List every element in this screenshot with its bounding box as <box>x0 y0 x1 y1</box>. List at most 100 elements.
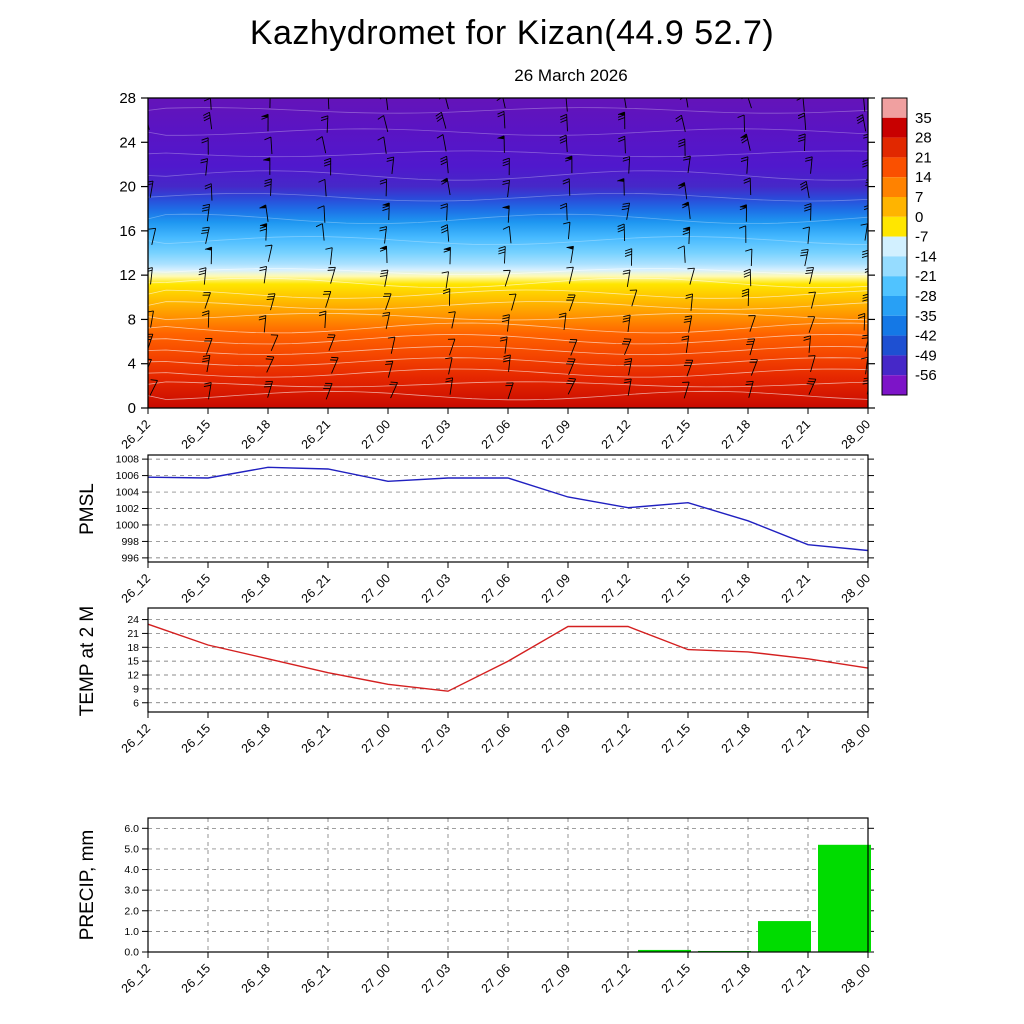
pmsl-line <box>147 466 869 552</box>
svg-text:27_21: 27_21 <box>779 417 814 452</box>
svg-text:2.0: 2.0 <box>124 905 139 917</box>
svg-text:998: 998 <box>121 536 139 548</box>
svg-text:26_18: 26_18 <box>239 571 274 606</box>
svg-text:26_15: 26_15 <box>179 961 214 996</box>
svg-text:26_21: 26_21 <box>299 417 334 452</box>
svg-text:27_18: 27_18 <box>719 417 754 452</box>
svg-text:996: 996 <box>121 552 139 564</box>
svg-text:26_12: 26_12 <box>119 417 154 452</box>
svg-text:27_12: 27_12 <box>599 721 634 756</box>
svg-text:27_12: 27_12 <box>599 571 634 606</box>
temperature-shading <box>148 98 868 408</box>
svg-text:27_09: 27_09 <box>539 417 574 452</box>
svg-text:26_21: 26_21 <box>299 571 334 606</box>
svg-text:27_15: 27_15 <box>659 571 694 606</box>
svg-text:27_06: 27_06 <box>479 961 514 996</box>
temperature-colorbar: 35 28 21 14 7 0 -7 -14 -21 -28 -35 -42 -49 -56 <box>881 97 937 396</box>
svg-text:26_15: 26_15 <box>179 721 214 756</box>
svg-text:26_12: 26_12 <box>119 961 154 996</box>
svg-text:8: 8 <box>128 311 136 328</box>
svg-text:26_18: 26_18 <box>239 417 274 452</box>
svg-text:27_00: 27_00 <box>359 417 394 452</box>
svg-text:27_18: 27_18 <box>719 721 754 756</box>
svg-text:6: 6 <box>133 697 139 709</box>
svg-text:24: 24 <box>127 614 139 626</box>
svg-text:0.0: 0.0 <box>124 947 139 959</box>
svg-text:27_06: 27_06 <box>479 571 514 606</box>
temperature-cross-section-chart: 0 4 8 12 16 20 24 28 26_12 26_15 26_18 26_21 27_00 27… <box>119 90 937 452</box>
wind-barbs <box>148 98 868 400</box>
svg-text:18: 18 <box>127 642 139 654</box>
precip-bars <box>638 844 871 952</box>
svg-text:3.0: 3.0 <box>124 885 139 897</box>
figure-subtitle: 26 March 2026 <box>514 66 628 85</box>
svg-text:-28: -28 <box>915 288 937 305</box>
svg-text:27_15: 27_15 <box>659 721 694 756</box>
precip-bar-chart: 0.0 1.0 2.0 3.0 4.0 5.0 6.0 26_12 26_15 26_18 26_2… <box>119 817 874 996</box>
svg-text:26_12: 26_12 <box>119 571 154 606</box>
svg-text:16: 16 <box>119 223 136 240</box>
svg-text:26_12: 26_12 <box>119 721 154 756</box>
svg-text:27_03: 27_03 <box>419 417 454 452</box>
svg-text:26_21: 26_21 <box>299 721 334 756</box>
svg-text:27_06: 27_06 <box>479 721 514 756</box>
svg-text:-49: -49 <box>915 347 937 364</box>
svg-text:1000: 1000 <box>116 519 140 531</box>
svg-text:27_18: 27_18 <box>719 961 754 996</box>
temp_2m-line <box>147 623 869 692</box>
svg-text:1008: 1008 <box>116 454 140 466</box>
svg-text:-35: -35 <box>915 308 937 325</box>
svg-text:1.0: 1.0 <box>124 926 139 938</box>
svg-text:28_00: 28_00 <box>839 571 874 606</box>
svg-text:28: 28 <box>915 130 932 147</box>
svg-text:27_06: 27_06 <box>479 417 514 452</box>
svg-text:27_12: 27_12 <box>599 417 634 452</box>
svg-text:14: 14 <box>915 169 932 186</box>
svg-text:28_00: 28_00 <box>839 417 874 452</box>
svg-text:27_21: 27_21 <box>779 571 814 606</box>
svg-text:6.0: 6.0 <box>124 823 139 835</box>
svg-text:1006: 1006 <box>116 470 140 482</box>
svg-text:27_21: 27_21 <box>779 721 814 756</box>
pmsl-line-chart: 996 998 1000 1002 1004 1006 1008 26_12 26_15 26_1… <box>116 454 874 606</box>
svg-text:27_00: 27_00 <box>359 571 394 606</box>
svg-text:21: 21 <box>915 149 932 166</box>
svg-text:20: 20 <box>119 179 136 196</box>
svg-text:-14: -14 <box>915 248 937 265</box>
svg-text:26_15: 26_15 <box>179 417 214 452</box>
svg-text:27_09: 27_09 <box>539 721 574 756</box>
svg-text:27_03: 27_03 <box>419 571 454 606</box>
svg-text:28: 28 <box>119 90 136 107</box>
svg-text:27_21: 27_21 <box>779 961 814 996</box>
svg-text:26_18: 26_18 <box>239 721 274 756</box>
svg-text:26_18: 26_18 <box>239 961 274 996</box>
svg-text:27_03: 27_03 <box>419 721 454 756</box>
svg-text:26_15: 26_15 <box>179 571 214 606</box>
svg-text:27_09: 27_09 <box>539 571 574 606</box>
temp-2m-line-chart: 6 912 15 18 21 24 26_12 26_15 26_18 26_21 27_00 27_… <box>119 607 874 756</box>
svg-text:27_18: 27_18 <box>719 571 754 606</box>
svg-text:-56: -56 <box>915 367 937 384</box>
svg-text:35: 35 <box>915 110 932 127</box>
svg-text:-7: -7 <box>915 229 928 246</box>
svg-text:-42: -42 <box>915 328 937 345</box>
svg-text:26_21: 26_21 <box>299 961 334 996</box>
figure-title: Kazhydromet for Kizan(44.9 52.7) <box>249 14 775 52</box>
svg-text:9: 9 <box>133 683 139 695</box>
svg-text:7: 7 <box>915 189 923 206</box>
svg-text:5.0: 5.0 <box>124 843 139 855</box>
svg-text:27_12: 27_12 <box>599 961 634 996</box>
svg-text:27_00: 27_00 <box>359 721 394 756</box>
svg-text:21: 21 <box>127 628 139 640</box>
svg-text:1004: 1004 <box>116 487 140 499</box>
svg-text:12: 12 <box>127 670 139 682</box>
svg-text:0: 0 <box>915 209 923 226</box>
contour-lines <box>148 107 868 401</box>
svg-text:12: 12 <box>119 267 136 284</box>
svg-text:27_00: 27_00 <box>359 961 394 996</box>
svg-text:28_00: 28_00 <box>839 721 874 756</box>
svg-text:24: 24 <box>119 134 136 151</box>
svg-text:27_03: 27_03 <box>419 961 454 996</box>
svg-text:15: 15 <box>127 656 139 668</box>
